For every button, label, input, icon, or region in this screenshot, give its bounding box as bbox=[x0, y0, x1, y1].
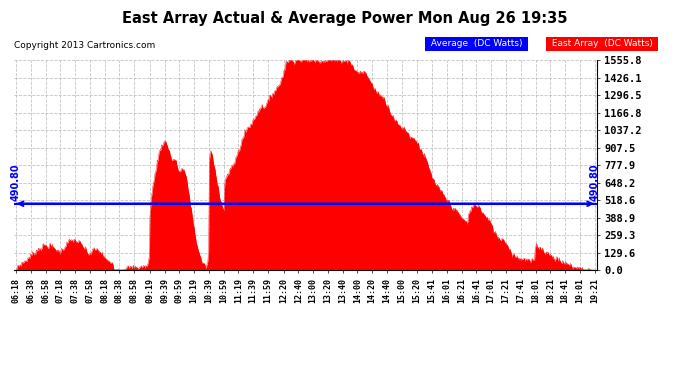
Text: Copyright 2013 Cartronics.com: Copyright 2013 Cartronics.com bbox=[14, 41, 155, 50]
Text: East Array  (DC Watts): East Array (DC Watts) bbox=[549, 39, 656, 48]
Text: Average  (DC Watts): Average (DC Watts) bbox=[428, 39, 525, 48]
Text: East Array Actual & Average Power Mon Aug 26 19:35: East Array Actual & Average Power Mon Au… bbox=[122, 11, 568, 26]
Text: 490.80: 490.80 bbox=[590, 164, 600, 201]
Text: 490.80: 490.80 bbox=[11, 164, 21, 201]
